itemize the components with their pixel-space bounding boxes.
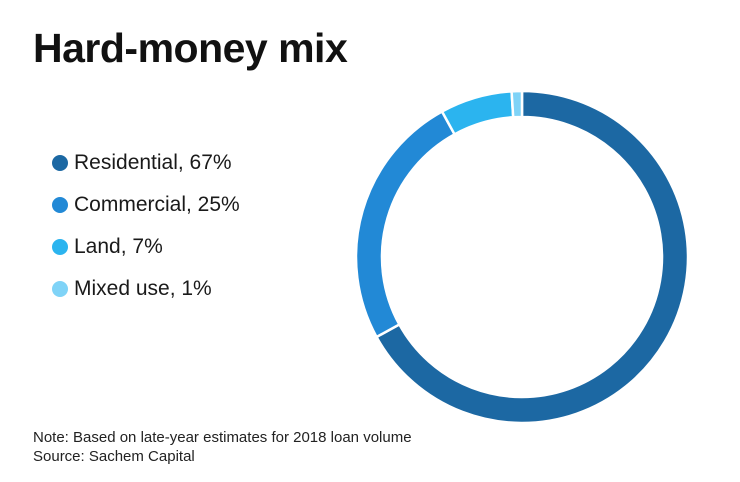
- chart-note: Note: Based on late-year estimates for 2…: [33, 429, 412, 446]
- donut-slice-land: [440, 90, 515, 137]
- legend-item-residential: Residential, 67%: [52, 142, 240, 184]
- legend-label-commercial: Commercial, 25%: [74, 193, 240, 216]
- legend-item-land: Land, 7%: [52, 226, 240, 268]
- donut-slice-residential: [374, 89, 690, 425]
- legend-label-land: Land, 7%: [74, 235, 163, 258]
- chart-title: Hard-money mix: [33, 25, 348, 71]
- legend-swatch-mixed-use: [52, 281, 68, 297]
- legend-label-mixed-use: Mixed use, 1%: [74, 277, 212, 300]
- chart-source: Source: Sachem Capital: [33, 448, 195, 465]
- legend-item-mixed-use: Mixed use, 1%: [52, 268, 240, 310]
- legend-swatch-land: [52, 239, 68, 255]
- legend-item-commercial: Commercial, 25%: [52, 184, 240, 226]
- chart-footer: Note: Based on late-year estimates for 2…: [33, 428, 412, 466]
- legend-label-residential: Residential, 67%: [74, 151, 232, 174]
- legend: Residential, 67% Commercial, 25% Land, 7…: [52, 142, 240, 310]
- donut-chart: [354, 89, 690, 425]
- donut-slice-commercial: [354, 109, 457, 339]
- legend-swatch-residential: [52, 155, 68, 171]
- legend-swatch-commercial: [52, 197, 68, 213]
- donut-slice-mixed-use: [510, 89, 524, 119]
